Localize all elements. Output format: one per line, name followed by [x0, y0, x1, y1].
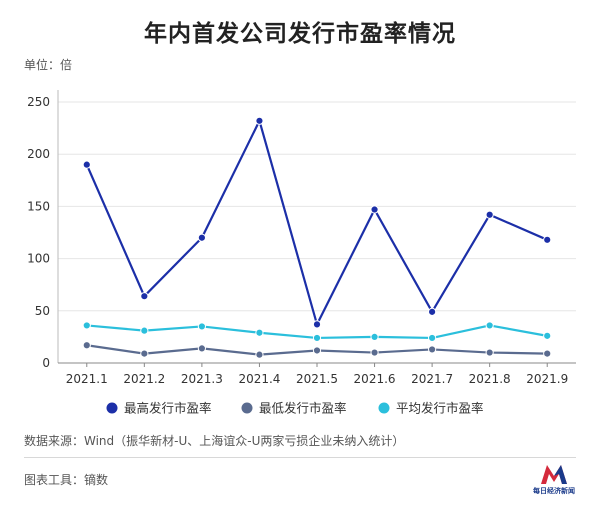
data-point — [312, 346, 322, 355]
data-point — [428, 333, 437, 343]
x-tick-label: 2021.4 — [238, 372, 280, 386]
legend-label: 平均发行市盈率 — [396, 401, 484, 416]
legend-marker — [378, 402, 390, 414]
publisher-logo: 每日经济新闻 — [526, 462, 582, 498]
x-tick-label: 2021.8 — [469, 372, 511, 386]
grid-lines — [58, 101, 576, 312]
data-point — [370, 205, 379, 214]
x-tick-label: 2021.3 — [181, 372, 223, 386]
data-point — [485, 321, 494, 330]
legend-label: 最高发行市盈率 — [124, 401, 212, 416]
y-tick-label: 200 — [27, 147, 50, 161]
legend-marker — [241, 402, 253, 414]
y-tick-label: 250 — [27, 95, 50, 109]
legend-marker — [106, 402, 118, 414]
x-tick-label: 2021.6 — [354, 372, 396, 386]
series-line — [85, 119, 548, 326]
data-point — [197, 233, 206, 242]
footer-divider — [24, 457, 576, 458]
data-point — [312, 320, 322, 329]
logo-mark-icon — [541, 465, 567, 484]
logo-text: 每日经济新闻 — [533, 487, 575, 495]
data-point — [543, 331, 552, 340]
line-chart: 0 50 100 150 200 250 2021.1 2021.2 2021.3 2021.4… — [27, 90, 576, 416]
data-point — [255, 116, 264, 125]
legend: 最高发行市盈率 最低发行市盈率 平均发行市盈率 — [106, 401, 484, 416]
data-point — [140, 292, 149, 301]
data-point — [82, 341, 91, 350]
data-point — [543, 349, 552, 358]
x-tick-label: 2021.7 — [411, 372, 453, 386]
series-2 — [82, 341, 552, 359]
series-1 — [82, 116, 552, 329]
data-point — [197, 344, 206, 353]
legend-label: 最低发行市盈率 — [259, 401, 347, 416]
data-point — [370, 332, 379, 341]
x-tick-label: 2021.9 — [526, 372, 568, 386]
x-tick-label: 2021.5 — [296, 372, 338, 386]
data-source-note: 数据来源：Wind（振华新材-U、上海谊众-U两家亏损企业未纳入统计） — [24, 434, 405, 448]
series-3 — [82, 321, 552, 343]
data-point — [255, 350, 264, 359]
x-axis: 2021.1 2021.2 2021.3 2021.4 2021.5 2021.6 2021… — [58, 362, 576, 386]
data-point — [428, 345, 437, 354]
data-point — [370, 348, 379, 357]
x-tick-label: 2021.2 — [123, 372, 165, 386]
data-point — [197, 322, 206, 331]
data-point — [255, 328, 264, 337]
data-point — [140, 326, 149, 335]
y-tick-label: 50 — [35, 304, 50, 318]
y-tick-label: 100 — [27, 252, 50, 266]
data-point — [485, 348, 494, 357]
data-point — [485, 210, 494, 219]
y-tick-label: 0 — [42, 356, 50, 370]
y-axis: 0 50 100 150 200 250 — [27, 90, 59, 370]
unit-label: 单位：倍 — [24, 58, 73, 72]
chart-tool-note: 图表工具：镝数 — [24, 473, 109, 487]
data-point — [82, 321, 91, 330]
data-point — [312, 333, 322, 343]
data-point — [140, 349, 149, 358]
y-tick-label: 150 — [27, 199, 50, 213]
data-point — [543, 235, 552, 244]
chart-title: 年内首发公司发行市盈率情况 — [144, 21, 456, 47]
data-point — [82, 160, 91, 169]
data-point — [428, 307, 437, 316]
x-tick-label: 2021.1 — [66, 372, 108, 386]
series-group — [82, 116, 552, 359]
